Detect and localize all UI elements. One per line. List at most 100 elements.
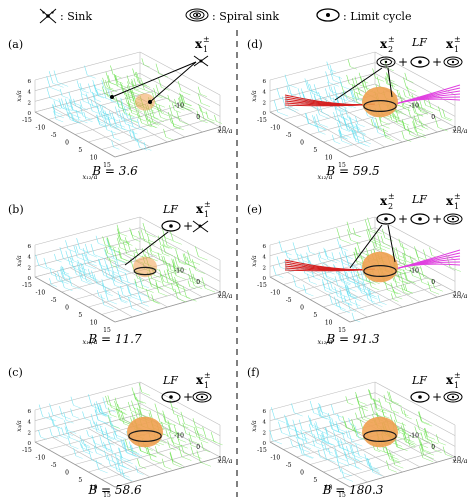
tick-label: -10 <box>270 290 280 297</box>
limit-cycle-icon <box>316 8 340 22</box>
tick-label: 0 <box>28 276 32 282</box>
svg-text:2: 2 <box>388 202 393 211</box>
axis-label-right: x₁₃/a <box>453 127 468 135</box>
tick-label: -15 <box>22 447 32 454</box>
svg-text:+: + <box>432 212 442 226</box>
tick-label: 10 <box>218 456 226 463</box>
tick-label: 5 <box>78 147 82 154</box>
axis-label-left: x₁₂/a <box>83 173 98 181</box>
svg-text:±: ± <box>204 371 211 380</box>
svg-text:+: + <box>432 55 442 69</box>
caption-b: B = 11.7 <box>87 332 142 346</box>
svg-text:1: 1 <box>204 381 209 390</box>
caption-e: B = 91.3 <box>325 332 380 346</box>
tick-label: 4 <box>263 420 267 426</box>
svg-text:x: x <box>196 202 204 216</box>
tick-label: -10 <box>270 125 280 132</box>
tick-label: 10 <box>90 155 98 162</box>
annot-e: x 2 ± LF x 1 ± + + <box>349 192 463 269</box>
tick-label: 10 <box>325 320 333 327</box>
tick-label: 2 <box>263 430 267 436</box>
tick-label: 2 <box>263 100 267 106</box>
legend-spiral-sink-label: : Spiral sink <box>212 10 279 23</box>
axis-label-right: x₁₃/a <box>453 292 468 300</box>
tick-label: -10 <box>174 267 184 274</box>
svg-text:+: + <box>183 219 193 233</box>
limit-cycle-icon <box>410 56 430 68</box>
tick-label: 10 <box>325 485 333 492</box>
panels: -15-10-5051015-100106420x₃/ax₁₂/ax₁₃/a-1… <box>16 51 468 499</box>
particle <box>362 251 398 283</box>
svg-text:LF: LF <box>411 36 427 49</box>
axis-label-vertical: x₃/a <box>251 255 258 267</box>
tick-label: -5 <box>286 132 292 139</box>
tick-label: 5 <box>78 477 82 484</box>
caption-a: B = 3.6 <box>91 164 138 178</box>
spiral-sink-icon <box>443 56 463 68</box>
tick-label: -5 <box>286 462 292 469</box>
panel-tag-b: (b) <box>8 203 24 216</box>
limit-cycle-orbit <box>363 99 397 112</box>
tick-label: 15 <box>338 492 346 499</box>
tick-label: 6 <box>263 79 267 85</box>
tick-label: 10 <box>325 155 333 162</box>
axis-label-vertical: x₃/a <box>16 420 23 432</box>
svg-text:±: ± <box>454 192 461 201</box>
annot-f: LF x 1 ± + <box>410 371 463 404</box>
axis-label-left: x₁₂/a <box>318 173 333 181</box>
svg-text:±: ± <box>204 200 211 209</box>
tick-label: 5 <box>313 312 317 319</box>
tick-label: -10 <box>35 290 45 297</box>
tick-label: -10 <box>174 432 184 439</box>
box-frame <box>34 51 221 158</box>
svg-text:x: x <box>195 37 203 51</box>
tick-label: 5 <box>313 477 317 484</box>
svg-text:x: x <box>446 194 454 208</box>
tick-label: 15 <box>103 492 111 499</box>
tick-label: -15 <box>22 117 32 124</box>
limit-cycle-orbit <box>363 430 397 443</box>
tick-label: 0 <box>28 111 32 117</box>
sink-icon <box>192 220 209 233</box>
svg-text:x: x <box>196 373 204 387</box>
svg-text:+: + <box>432 390 442 404</box>
svg-text:±: ± <box>454 35 461 44</box>
tick-label: 2 <box>28 265 32 271</box>
annot-b-lf: LF <box>162 203 178 216</box>
svg-text:+: + <box>183 390 193 404</box>
tick-label: -5 <box>286 297 292 304</box>
svg-text:+: + <box>398 212 408 226</box>
svg-text:±: ± <box>454 371 461 380</box>
axis-label-left: x₁₂/a <box>318 338 333 346</box>
axis-label-vertical: x₃/a <box>16 255 23 267</box>
tick-label: 2 <box>263 265 267 271</box>
caption-c: B = 58.6 <box>87 483 142 497</box>
svg-text:±: ± <box>388 35 395 44</box>
svg-text:x: x <box>446 37 454 51</box>
trajectories <box>284 249 461 272</box>
annot-c: LF x 1 ± + <box>161 371 212 404</box>
tick-label: 4 <box>28 255 32 261</box>
tick-label: -5 <box>51 462 57 469</box>
tick-label: 0 <box>431 444 435 451</box>
tick-label: 5 <box>313 147 317 154</box>
tick-label: 5 <box>78 312 82 319</box>
svg-text:+: + <box>398 55 408 69</box>
tick-label: 0 <box>28 441 32 447</box>
tick-label: 0 <box>65 470 69 477</box>
svg-text:LF: LF <box>411 193 427 206</box>
tick-label: 10 <box>453 126 461 133</box>
tick-label: 6 <box>263 409 267 415</box>
particle <box>362 416 398 448</box>
legend: : Sink : Spiral sink : Limit cycle <box>39 8 411 24</box>
tick-label: -10 <box>35 125 45 132</box>
spiral-sink-icon <box>443 213 463 225</box>
